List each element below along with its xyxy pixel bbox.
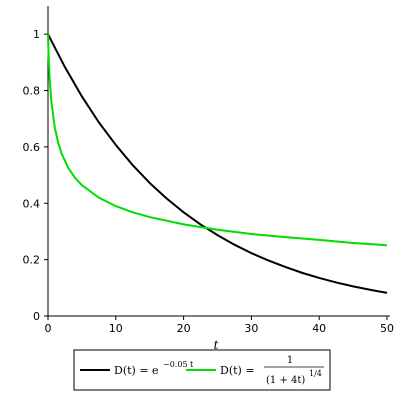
y-tick-label: 0.4 xyxy=(23,197,41,210)
x-tick-label: 0 xyxy=(45,322,52,335)
y-tick-label: 0 xyxy=(33,310,40,323)
series-line-0 xyxy=(47,33,388,294)
legend-label-green: D(t) = xyxy=(220,364,255,377)
legend-label-green-numerator: 1 xyxy=(287,355,293,366)
x-tick-label: 30 xyxy=(244,322,258,335)
legend-label-black-exponent: −0.05 t xyxy=(163,360,194,369)
x-axis-label: t xyxy=(214,338,219,352)
y-tick-label: 0.8 xyxy=(23,85,41,98)
y-tick-label: 0.6 xyxy=(23,141,41,154)
x-tick-label: 40 xyxy=(312,322,326,335)
legend: D(t) = e −0.05 t D(t) = 1 (1 + 4t) 1/4 xyxy=(73,349,331,391)
series-layer xyxy=(47,33,388,294)
legend-label-green-denominator: (1 + 4t) xyxy=(266,375,305,386)
y-tick-label: 0.2 xyxy=(23,254,41,267)
x-ticks: 0 10 20 30 40 50 xyxy=(45,316,394,335)
plot-area: 0 10 20 30 40 50 0 0.2 0.4 0.6 0.8 1 t xyxy=(23,6,394,352)
legend-label-black: D(t) = e xyxy=(114,364,159,377)
y-tick-label: 1 xyxy=(33,28,40,41)
series-line-1 xyxy=(47,34,388,247)
x-tick-label: 50 xyxy=(380,322,394,335)
legend-label-green-denominator-exponent: 1/4 xyxy=(309,369,322,378)
x-tick-label: 20 xyxy=(177,322,191,335)
x-tick-label: 10 xyxy=(109,322,123,335)
y-ticks: 0 0.2 0.4 0.6 0.8 1 xyxy=(23,28,48,323)
